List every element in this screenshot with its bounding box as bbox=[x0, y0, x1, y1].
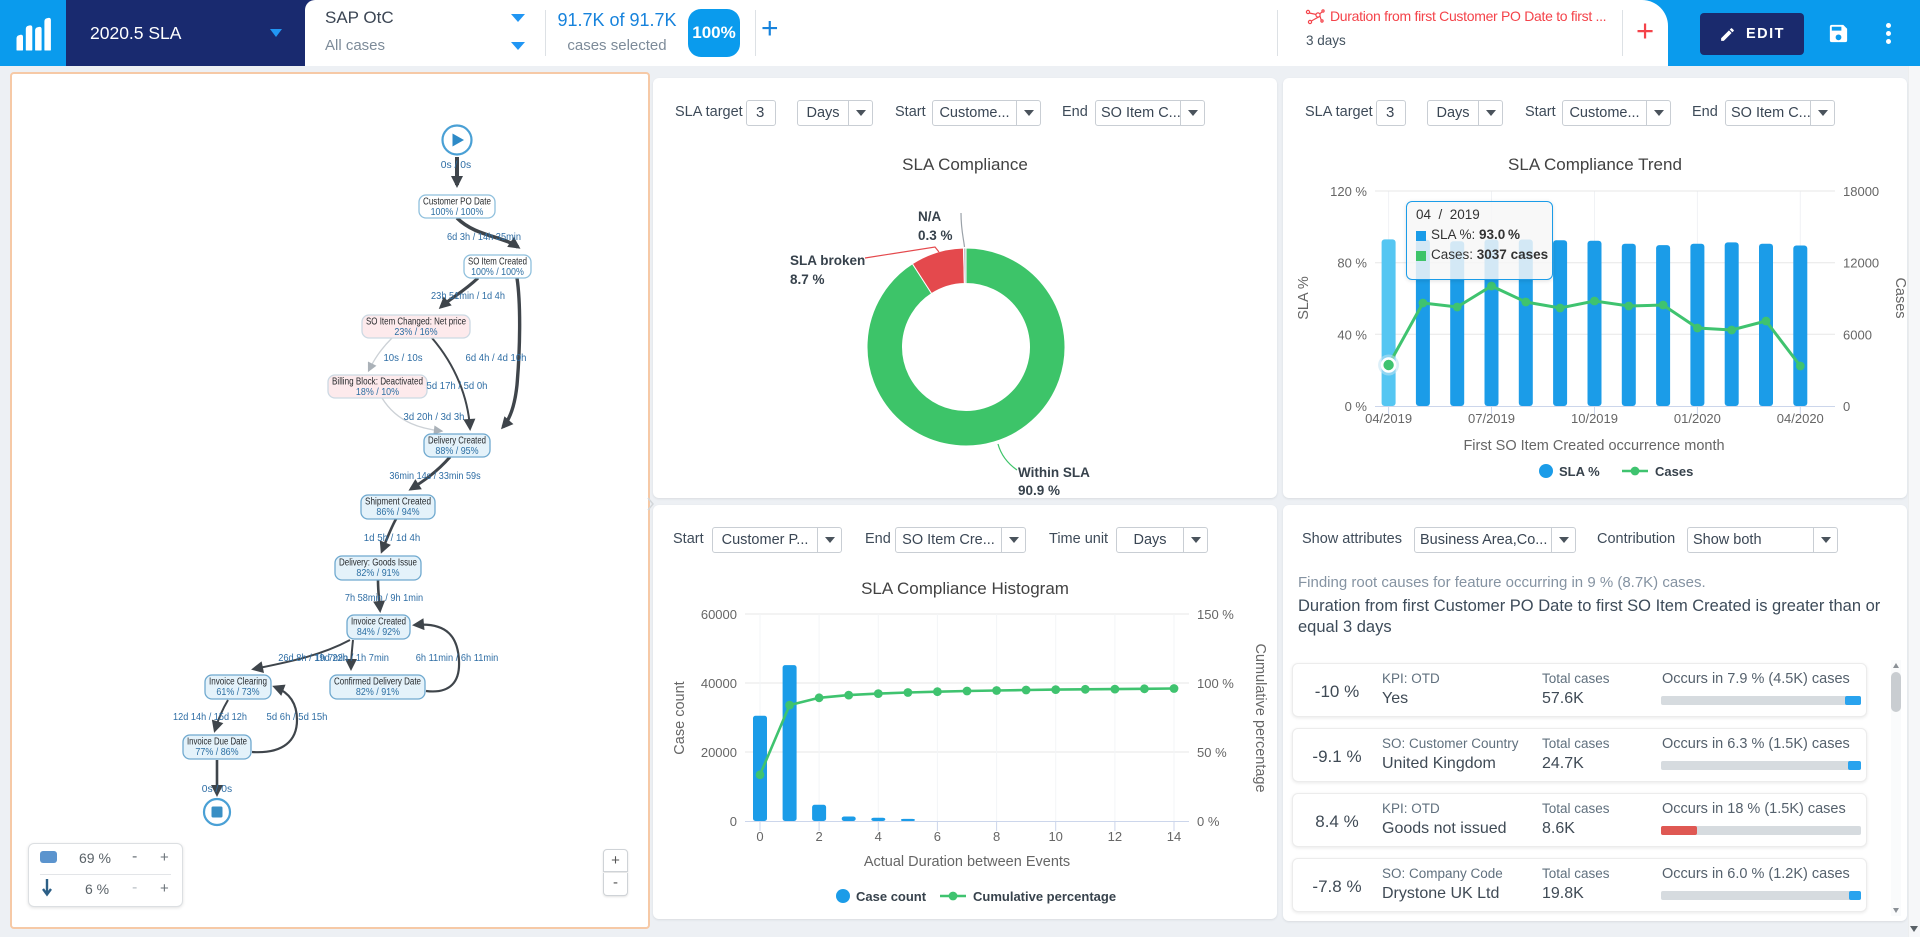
svg-text:3d 20h / 3d 3h: 3d 20h / 3d 3h bbox=[404, 411, 465, 423]
svg-text:01/2020: 01/2020 bbox=[1674, 411, 1721, 426]
svg-text:26d 8h / 19d 22h: 26d 8h / 19d 22h bbox=[278, 652, 348, 664]
svg-text:Invoice Due Date: Invoice Due Date bbox=[187, 737, 247, 748]
svg-text:14: 14 bbox=[1167, 829, 1181, 844]
svg-text:120 %: 120 % bbox=[1330, 184, 1367, 199]
svg-text:20000: 20000 bbox=[701, 745, 737, 760]
svg-text:61% / 73%: 61% / 73% bbox=[216, 687, 259, 698]
svg-text:5d 6h / 5d 15h: 5d 6h / 5d 15h bbox=[267, 711, 328, 723]
svg-text:Confirmed Delivery Date: Confirmed Delivery Date bbox=[334, 677, 421, 688]
svg-text:80 %: 80 % bbox=[1337, 256, 1367, 271]
svg-text:Actual Duration between Events: Actual Duration between Events bbox=[864, 854, 1070, 870]
svg-text:Cases: Cases bbox=[1892, 277, 1907, 318]
svg-text:40000: 40000 bbox=[701, 676, 737, 691]
svg-text:0s / 0s: 0s / 0s bbox=[202, 783, 232, 795]
svg-text:Case count: Case count bbox=[672, 681, 688, 754]
svg-text:04/2019: 04/2019 bbox=[1365, 411, 1412, 426]
svg-text:07/2019: 07/2019 bbox=[1468, 411, 1515, 426]
svg-text:SO Item Changed: Net price: SO Item Changed: Net price bbox=[366, 317, 466, 328]
svg-text:Cumulative percentage: Cumulative percentage bbox=[973, 889, 1116, 904]
svg-text:12d 14h / 15d 12h: 12d 14h / 15d 12h bbox=[173, 711, 247, 723]
svg-text:10/2019: 10/2019 bbox=[1571, 411, 1618, 426]
svg-text:Invoice Clearing: Invoice Clearing bbox=[209, 677, 267, 688]
svg-text:6: 6 bbox=[934, 829, 941, 844]
svg-text:7h 58min / 9h 1min: 7h 58min / 9h 1min bbox=[345, 592, 423, 604]
svg-text:0 %: 0 % bbox=[1345, 399, 1368, 414]
svg-text:100 %: 100 % bbox=[1197, 676, 1234, 691]
svg-text:6d 3h / 14h 35min: 6d 3h / 14h 35min bbox=[447, 231, 521, 243]
svg-text:Delivery: Goods Issue: Delivery: Goods Issue bbox=[339, 558, 417, 569]
svg-text:Cases: Cases bbox=[1655, 464, 1693, 479]
svg-text:18000: 18000 bbox=[1843, 184, 1879, 199]
svg-text:N/A: N/A bbox=[918, 209, 942, 224]
svg-text:1h 7min / 1h 7min: 1h 7min / 1h 7min bbox=[315, 652, 389, 664]
svg-text:88% / 95%: 88% / 95% bbox=[435, 446, 478, 457]
svg-text:0: 0 bbox=[1843, 399, 1850, 414]
svg-text:First SO Item Created occurren: First SO Item Created occurrence month bbox=[1463, 438, 1724, 454]
svg-text:60000: 60000 bbox=[701, 607, 737, 622]
svg-text:90.9 %: 90.9 % bbox=[1018, 483, 1060, 498]
svg-text:0 %: 0 % bbox=[1197, 814, 1220, 829]
svg-text:84% / 92%: 84% / 92% bbox=[357, 627, 400, 638]
svg-text:6h 11min / 6h 11min: 6h 11min / 6h 11min bbox=[416, 652, 499, 664]
svg-text:12: 12 bbox=[1108, 829, 1122, 844]
svg-text:Delivery Created: Delivery Created bbox=[428, 436, 486, 447]
svg-text:40 %: 40 % bbox=[1337, 327, 1367, 342]
svg-text:86% / 94%: 86% / 94% bbox=[376, 507, 419, 518]
svg-text:Within SLA: Within SLA bbox=[1018, 465, 1090, 480]
svg-text:8: 8 bbox=[993, 829, 1000, 844]
svg-text:2: 2 bbox=[815, 829, 822, 844]
svg-text:1d 5h / 1d 4h: 1d 5h / 1d 4h bbox=[364, 532, 421, 544]
svg-text:10: 10 bbox=[1048, 829, 1062, 844]
svg-text:Shipment Created: Shipment Created bbox=[365, 497, 431, 508]
svg-text:Billing Block: Deactivated: Billing Block: Deactivated bbox=[332, 377, 423, 388]
svg-text:5d 17h / 5d 0h: 5d 17h / 5d 0h bbox=[427, 380, 488, 392]
svg-text:0.3 %: 0.3 % bbox=[918, 228, 953, 243]
svg-text:12000: 12000 bbox=[1843, 256, 1879, 271]
svg-text:Case count: Case count bbox=[856, 889, 927, 904]
svg-text:6000: 6000 bbox=[1843, 327, 1872, 342]
svg-text:Invoice Created: Invoice Created bbox=[351, 617, 406, 628]
svg-text:23% / 16%: 23% / 16% bbox=[394, 327, 437, 338]
svg-text:18% / 10%: 18% / 10% bbox=[356, 387, 399, 398]
svg-text:150 %: 150 % bbox=[1197, 607, 1234, 622]
svg-text:SO Item Created: SO Item Created bbox=[468, 257, 527, 268]
svg-text:0: 0 bbox=[756, 829, 763, 844]
svg-text:04/2020: 04/2020 bbox=[1777, 411, 1824, 426]
svg-text:8.7 %: 8.7 % bbox=[790, 272, 825, 287]
svg-text:Customer PO Date: Customer PO Date bbox=[423, 197, 491, 208]
svg-text:50 %: 50 % bbox=[1197, 745, 1227, 760]
svg-text:82% / 91%: 82% / 91% bbox=[356, 568, 399, 579]
svg-text:36min 14s / 33min 59s: 36min 14s / 33min 59s bbox=[389, 470, 480, 482]
svg-text:100% / 100%: 100% / 100% bbox=[471, 267, 524, 278]
svg-text:82% / 91%: 82% / 91% bbox=[356, 687, 399, 698]
svg-text:0s / 0s: 0s / 0s bbox=[441, 159, 471, 171]
svg-text:Cumulative percentage: Cumulative percentage bbox=[1252, 643, 1268, 792]
svg-text:4: 4 bbox=[875, 829, 882, 844]
svg-text:77% / 86%: 77% / 86% bbox=[195, 747, 238, 758]
svg-text:6d 4h / 4d 10h: 6d 4h / 4d 10h bbox=[466, 352, 527, 364]
svg-text:SLA %: SLA % bbox=[1559, 464, 1600, 479]
svg-text:10s / 10s: 10s / 10s bbox=[383, 352, 422, 364]
svg-text:100% / 100%: 100% / 100% bbox=[431, 207, 484, 218]
svg-text:23h 51min / 1d 4h: 23h 51min / 1d 4h bbox=[431, 290, 505, 302]
svg-text:0: 0 bbox=[730, 814, 737, 829]
svg-text:SLA broken: SLA broken bbox=[790, 253, 865, 268]
svg-text:SLA %: SLA % bbox=[1296, 276, 1312, 320]
